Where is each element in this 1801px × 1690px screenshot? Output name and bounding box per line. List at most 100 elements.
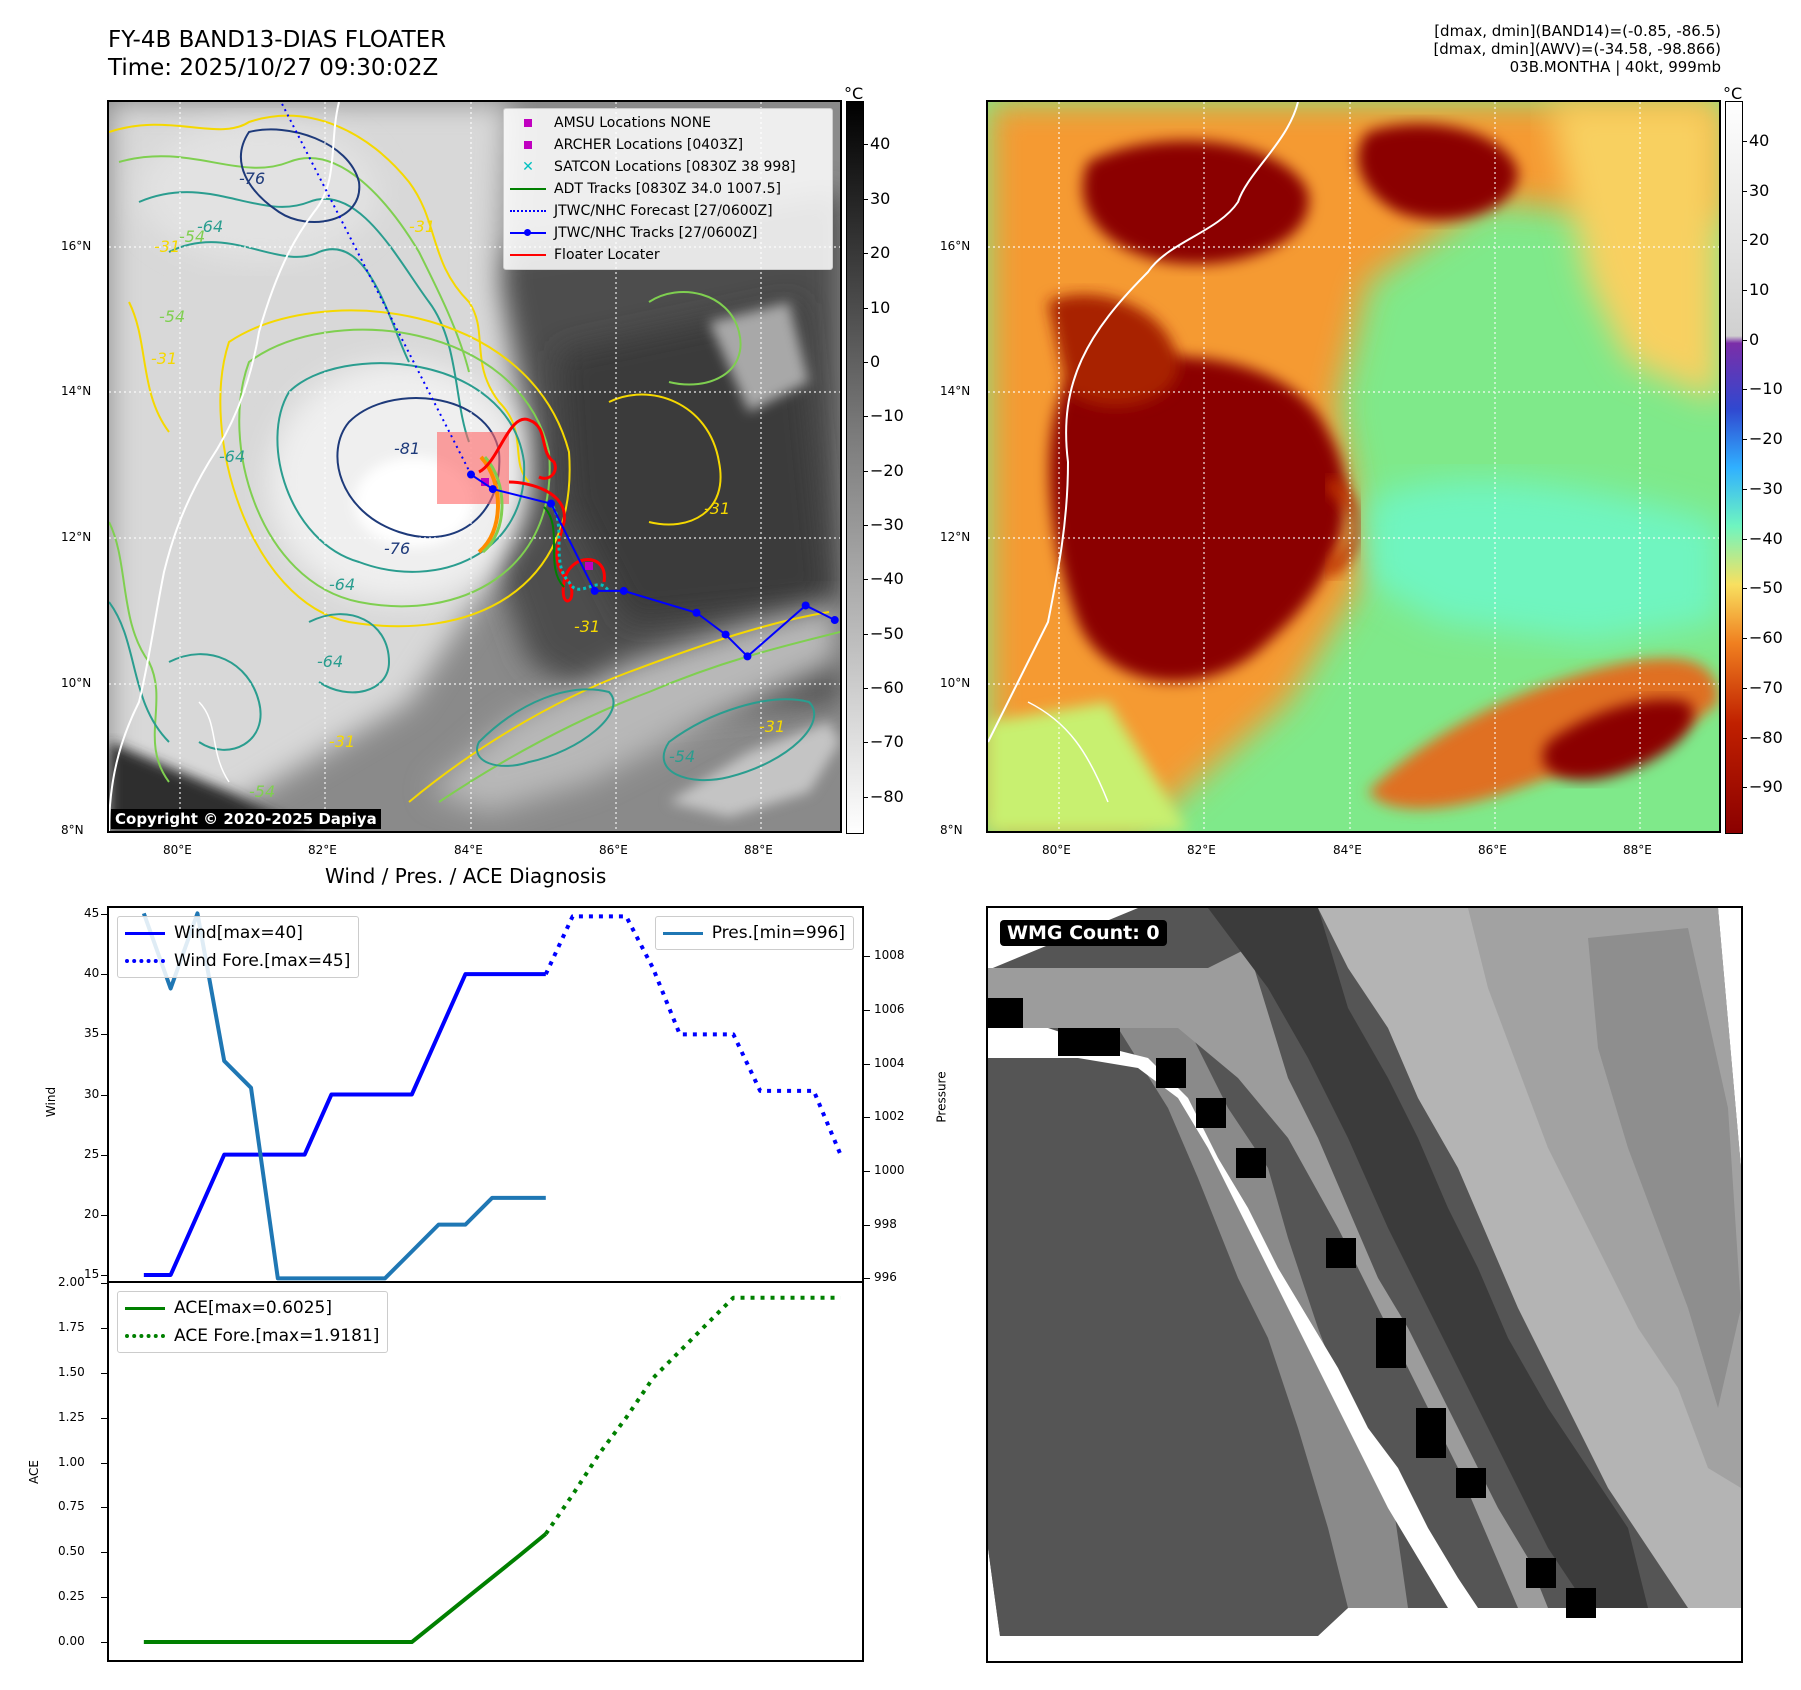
pres-legend: Pres.[min=996] [654,916,854,950]
contour-label: -31 [574,617,600,636]
dmax-awv-text: [dmax, dmin](AWV)=(-34.58, -98.866) [1433,40,1721,58]
colorbar-tick-mark [1742,289,1747,291]
jtwc-track-point [547,499,556,508]
pressure-tick-mark [864,1224,870,1226]
diagnosis-title: Wind / Pres. / ACE Diagnosis [325,864,607,888]
lat-tick-label: 10°N [940,676,971,690]
dotted-line-icon [122,1329,168,1343]
wind-tick-mark [101,974,107,976]
wind-tick-mark [101,1154,107,1156]
legend-label: ARCHER Locations [0403Z] [554,137,744,153]
grayscale-colorbar [846,101,864,834]
colorbar-tick-label: −50 [870,623,904,643]
colorbar-tick-label: −20 [1749,429,1783,449]
colorbar-tick-label: 40 [870,134,891,154]
wind-tick-label: 40 [84,966,100,981]
legend-item-adt: ADT Tracks [0830Z 34.0 1007.5] [504,178,832,200]
wind-tick-mark [101,1274,107,1276]
ace-tick-label: 0.25 [58,1589,85,1604]
colorbar-tick-label: 10 [1749,279,1770,299]
square-marker-icon [508,138,548,152]
pressure-tick-label: 1006 [874,1001,905,1016]
line-marker-icon [122,926,168,940]
lat-tick-label: 8°N [61,823,84,837]
colorbar-tick-label: −20 [870,460,904,480]
chart-time: Time: 2025/10/27 09:30:02Z [108,55,439,81]
lat-tick-label: 10°N [61,676,92,690]
ace-tick-mark [101,1507,107,1509]
legend-label: ADT Tracks [0830Z 34.0 1007.5] [554,181,781,197]
contour-label: -31 [329,732,355,751]
colorbar-unit-2: °C [1723,84,1743,103]
storm-info-text: 03B.MONTHA | 40kt, 999mb [1509,58,1721,76]
ace-tick-mark [101,1372,107,1374]
colorbar-tick-mark [863,524,868,526]
ace-tick-label: 1.75 [58,1319,85,1334]
jtwc-track-point [801,601,810,610]
colorbar-tick-mark [1742,737,1747,739]
colorbar-tick-mark [1742,787,1747,789]
pressure-tick-label: 1008 [874,948,905,963]
colorbar-tick-mark [863,361,868,363]
colorbar-tick-mark [863,633,868,635]
chart-title: FY-4B BAND13-DIAS FLOATER [108,27,447,53]
line-marker-icon [122,1301,168,1315]
legend-item-amsu: AMSU Locations NONE [504,112,832,134]
archer-marker [481,478,489,486]
wmg-count-badge: WMG Count: 0 [1000,920,1167,946]
colorbar-tick-label: −10 [870,406,904,426]
colorbar-tick-label: −70 [870,732,904,752]
map-legend: AMSU Locations NONE ARCHER Locations [04… [503,108,833,270]
colorbar-tick-mark [1742,240,1747,242]
colorbar-tick-mark [1742,140,1747,142]
colorbar-tick-label: −30 [870,514,904,534]
contour-label: -64 [329,575,355,594]
x-marker-icon: ✕ [522,159,534,175]
legend-label: AMSU Locations NONE [554,115,712,131]
jtwc-track-point [619,586,628,595]
legend-item-jtwc-forecast: JTWC/NHC Forecast [27/0600Z] [504,200,832,222]
wind-tick-label: 30 [84,1086,100,1101]
ace-legend: ACE[max=0.6025] ACE Fore.[max=1.9181] [117,1291,389,1353]
colorbar-tick-label: −40 [1749,528,1783,548]
wind-pressure-axes: Wind[max=40] Wind Fore.[max=45] Pres.[mi… [107,906,864,1283]
colorbar-tick-mark [1742,638,1747,640]
pressure-tick-label: 1004 [874,1055,905,1070]
jtwc-track-point [721,630,730,639]
contour-label: -76 [239,169,265,188]
lon-tick-label: 80°E [163,843,192,857]
line-marker-icon [508,182,548,196]
legend-item-ace-fore: ACE Fore.[max=1.9181] [118,1322,387,1350]
contour-label: -54 [249,782,275,801]
colorbar-tick-mark [863,796,868,798]
legend-item-jtwc-tracks: JTWC/NHC Tracks [27/0600Z] [504,222,832,244]
colorbar-tick-mark [863,198,868,200]
ace-tick-label: 0.50 [58,1544,85,1559]
pressure-tick-label: 996 [874,1270,897,1285]
colorbar-unit: °C [844,84,864,103]
colorbar-tick-label: 0 [870,351,881,371]
jtwc-track-point [488,485,497,494]
colorbar-tick-label: 30 [1749,180,1770,200]
contour-label: -31 [151,349,177,368]
colorbar-tick-label: −70 [1749,677,1783,697]
colorbar-tick-mark [1742,439,1747,441]
wind-legend: Wind[max=40] Wind Fore.[max=45] [117,916,360,978]
contour-label: -76 [384,539,410,558]
pressure-tick-label: 1002 [874,1109,905,1124]
legend-label: SATCON Locations [0830Z 38 998] [554,159,796,175]
pressure-line [141,911,546,1281]
ace-tick-label: 0.00 [58,1634,85,1649]
dmax-band14-text: [dmax, dmin](BAND14)=(-0.85, -86.5) [1434,22,1721,40]
wind-tick-label: 15 [84,1266,100,1281]
line-marker-icon [508,248,548,262]
legend-item-wind-fore: Wind Fore.[max=45] [118,947,358,975]
legend-label: Pres.[min=996] [711,923,845,943]
ace-tick-mark [101,1552,107,1554]
dotted-line-icon [508,204,548,218]
pressure-tick-mark [864,1009,870,1011]
pressure-ylabel: Pressure [934,1071,949,1123]
lon-tick-label: 82°E [1187,843,1216,857]
legend-label: JTWC/NHC Forecast [27/0600Z] [554,203,773,219]
lat-tick-label: 16°N [940,239,971,253]
